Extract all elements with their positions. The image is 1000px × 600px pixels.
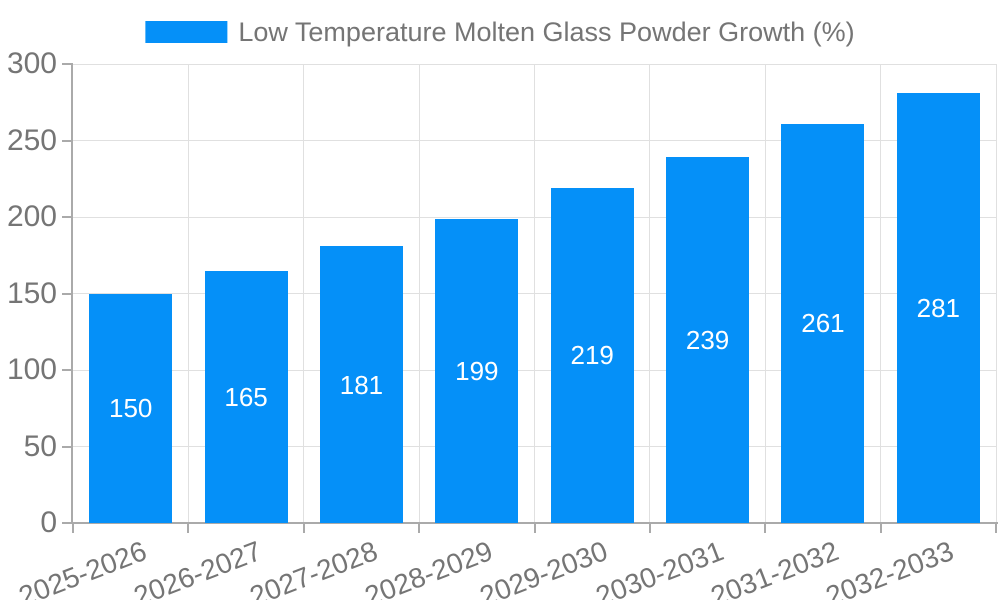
y-axis-tick <box>62 139 73 142</box>
legend-label: Low Temperature Molten Glass Powder Grow… <box>238 17 855 47</box>
vertical-gridline <box>418 64 420 523</box>
x-axis-tick <box>72 523 74 533</box>
bar-value-label: 150 <box>108 393 153 424</box>
bar-value-label: 219 <box>570 340 614 371</box>
vertical-gridline <box>187 64 189 523</box>
bar-value-label: 239 <box>685 325 730 356</box>
y-axis-line <box>71 64 73 523</box>
bar: 261 <box>781 123 865 523</box>
x-axis-tick-label: 2032-2033 <box>821 535 959 600</box>
y-axis-tick-label: 250 <box>6 123 57 157</box>
bar-value-label: 199 <box>455 355 499 386</box>
x-axis-tick <box>879 523 882 533</box>
vertical-gridline <box>995 64 997 523</box>
bar: 219 <box>550 187 634 523</box>
bar-value-label: 165 <box>224 381 268 412</box>
bar-value-label: 261 <box>801 308 845 339</box>
y-axis-tick <box>62 522 73 524</box>
vertical-gridline <box>880 64 882 523</box>
y-axis-tick-label: 200 <box>6 200 57 233</box>
vertical-gridline <box>303 64 305 523</box>
x-axis-tick-label: 2031-2032 <box>706 535 843 600</box>
x-axis-tick-label: 2026-2027 <box>129 535 266 600</box>
y-axis-tick <box>62 63 73 65</box>
x-axis-tick <box>302 523 305 533</box>
x-axis-tick-label: 2028-2029 <box>360 535 497 600</box>
horizontal-gridline <box>73 63 996 65</box>
y-axis-tick-label: 100 <box>6 353 57 386</box>
x-axis-tick-label: 2025-2026 <box>14 535 151 600</box>
y-axis-tick-label: 50 <box>23 429 57 463</box>
y-axis-tick-label: 150 <box>6 276 57 310</box>
y-axis-tick <box>62 292 73 295</box>
legend-swatch-icon <box>145 21 228 43</box>
y-axis-tick-label: 300 <box>6 47 57 80</box>
bar: 199 <box>435 218 519 523</box>
x-axis-tick-label: 2029-2030 <box>475 535 612 600</box>
bar: 150 <box>89 293 173 523</box>
bar: 181 <box>319 246 403 523</box>
x-axis-tick <box>764 523 767 533</box>
y-axis-tick <box>62 445 73 448</box>
x-axis-tick <box>418 523 421 533</box>
x-axis-tick <box>187 523 190 533</box>
bar-value-label: 181 <box>339 369 384 400</box>
x-axis-tick <box>648 523 651 533</box>
x-axis-line <box>71 522 998 524</box>
bar: 165 <box>204 270 288 523</box>
x-axis-tick <box>533 523 536 533</box>
vertical-gridline <box>649 64 651 523</box>
x-axis-tick-label: 2030-2031 <box>591 535 728 600</box>
x-axis-tick-label: 2027-2028 <box>245 535 382 600</box>
vertical-gridline <box>764 64 766 523</box>
y-axis-tick <box>62 369 73 371</box>
bar: 281 <box>896 93 980 523</box>
y-axis-tick <box>62 216 73 218</box>
x-axis-tick <box>995 523 997 533</box>
y-axis-tick-label: 0 <box>40 506 57 539</box>
bar-value-label: 281 <box>916 293 960 324</box>
bar: 239 <box>666 157 750 523</box>
vertical-gridline <box>534 64 535 523</box>
chart-legend[interactable]: Low Temperature Molten Glass Powder Grow… <box>145 17 855 47</box>
